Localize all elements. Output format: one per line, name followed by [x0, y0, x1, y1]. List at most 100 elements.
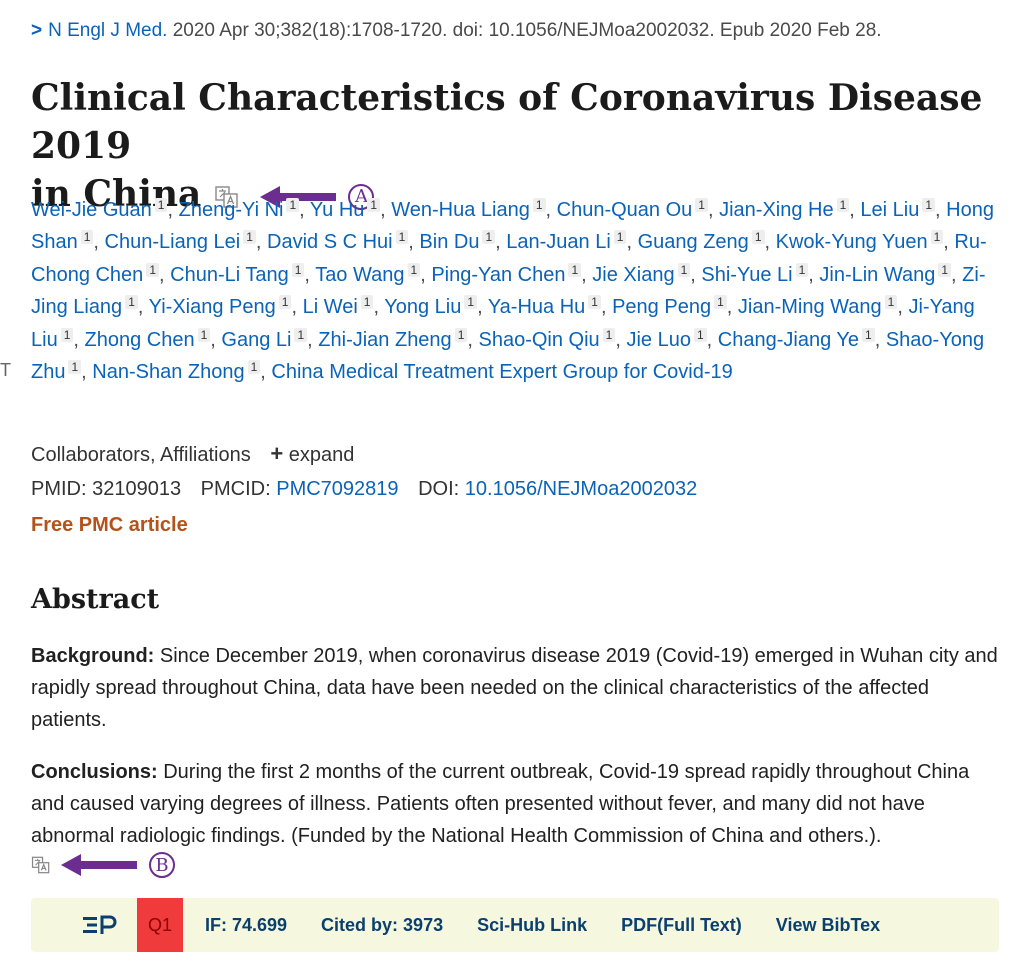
author-link[interactable]: Ji-Yang Liu	[31, 296, 975, 351]
author-link[interactable]: Shao-Yong Zhu	[31, 328, 985, 384]
author-link[interactable]: Chun-Quan Ou	[556, 199, 693, 221]
background-text: Since December 2019, when coronavirus di…	[31, 645, 998, 731]
author-link[interactable]: Jian-Xing He	[719, 199, 834, 221]
affiliation-badge[interactable]: 1	[836, 198, 850, 212]
pdf-full-text-link[interactable]: PDF(Full Text)	[621, 914, 742, 935]
author-link[interactable]: Bin Du	[419, 231, 480, 254]
affiliation-badge[interactable]: 1	[930, 230, 944, 245]
affiliation-badge[interactable]: 1	[693, 327, 707, 342]
scihub-link[interactable]: Sci-Hub Link	[477, 914, 588, 935]
affiliation-badge[interactable]: 1	[938, 262, 952, 277]
author-link[interactable]: Li Wei	[302, 296, 358, 319]
affiliation-badge[interactable]: 1	[286, 198, 300, 212]
author-link[interactable]: Zi-Jing Liang	[31, 263, 986, 319]
article-title: Clinical Characteristics of Coronavirus …	[31, 74, 1001, 218]
author-link[interactable]: Hong Shan	[31, 199, 994, 254]
affiliation-badge[interactable]: 1	[146, 262, 159, 277]
author-link[interactable]: Chun-Liang Lei	[104, 231, 241, 254]
affiliation-badge[interactable]: 1	[395, 230, 409, 245]
affiliation-badge[interactable]: 1	[360, 295, 374, 310]
citation-line: > N Engl J Med. 2020 Apr 30;382(18):1708-…	[31, 20, 882, 42]
expand-link[interactable]: expand	[288, 444, 355, 466]
affiliation-badge[interactable]: 1	[751, 230, 765, 245]
author-link[interactable]: Shao-Qin Qiu	[478, 328, 600, 351]
affiliation-badge[interactable]: 1	[294, 327, 308, 342]
easy-pubmed-logo-icon[interactable]	[83, 915, 117, 935]
affiliation-badge[interactable]: 1	[482, 230, 496, 245]
author-link[interactable]: Yong Liu	[384, 296, 462, 319]
author-link[interactable]: Zhong Chen	[84, 328, 195, 351]
affiliation-badge[interactable]: 1	[714, 295, 727, 310]
author-link[interactable]: Yu Hu	[309, 199, 365, 221]
affiliation-badge[interactable]: 1	[588, 295, 601, 310]
affiliation-badge[interactable]: 1	[80, 230, 94, 245]
pmcid-link[interactable]: PMC7092819	[276, 478, 399, 500]
author-link[interactable]: Ping-Yan Chen	[431, 263, 566, 286]
author-link[interactable]: Yi-Xiang Peng	[148, 296, 276, 319]
author-link[interactable]: Chang-Jiang Ye	[717, 328, 860, 351]
doi-link[interactable]: 10.1056/NEJMoa2002032	[464, 478, 698, 500]
journal-link[interactable]: N Engl J Med.	[48, 20, 168, 41]
affiliation-badge[interactable]: 1	[407, 262, 421, 277]
author-link[interactable]: Gang Li	[221, 328, 292, 351]
affiliation-badge[interactable]: 1	[197, 327, 211, 342]
affiliation-badge[interactable]: 1	[922, 198, 936, 212]
affiliation-badge[interactable]: 1	[568, 262, 582, 277]
author-link[interactable]: Kwok-Yung Yuen	[775, 231, 928, 254]
author-link[interactable]: Jie Xiang	[592, 263, 675, 286]
view-bibtex-link[interactable]: View BibTex	[775, 914, 881, 935]
author-link[interactable]: Ya-Hua Hu	[487, 296, 586, 319]
abstract-heading: Abstract	[31, 584, 160, 615]
author-link[interactable]: Ru-Chong Chen	[31, 231, 987, 286]
impact-factor: IF: 74.699	[205, 914, 288, 935]
affiliation-badge[interactable]: 1	[862, 327, 875, 342]
affiliation-badge[interactable]: 1	[125, 295, 138, 310]
arrow-left-icon	[61, 854, 137, 876]
affiliation-badge[interactable]: 1	[291, 262, 305, 277]
cited-by-link[interactable]: Cited by: 3973	[321, 914, 444, 935]
affiliation-badge[interactable]: 1	[464, 295, 478, 310]
translate-icon[interactable]	[31, 855, 51, 875]
affiliation-badge[interactable]: 1	[154, 198, 168, 212]
affiliation-badge[interactable]: 1	[884, 295, 898, 310]
author-link[interactable]: Jin-Lin Wang	[819, 263, 936, 286]
affiliation-badge[interactable]: 1	[278, 295, 292, 310]
author-link[interactable]: David S C Hui	[267, 231, 393, 254]
affiliation-badge[interactable]: 1	[247, 360, 261, 375]
affiliation-badge[interactable]: 1	[367, 198, 381, 212]
affiliation-badge[interactable]: 1	[677, 262, 691, 277]
author-link[interactable]: Jie Luo	[626, 328, 691, 351]
affiliation-badge[interactable]: 1	[602, 327, 616, 342]
author-link[interactable]: Jian-Ming Wang	[737, 296, 882, 319]
affiliation-badge[interactable]: 1	[60, 327, 74, 342]
author-link[interactable]: Wei-Jie Guan	[31, 199, 152, 221]
author-link[interactable]: Zhi-Jian Zheng	[318, 328, 452, 351]
affiliation-badge[interactable]: 1	[613, 230, 627, 245]
author-link[interactable]: Lei Liu	[860, 199, 920, 221]
plus-icon[interactable]: +	[270, 441, 284, 466]
author-link[interactable]: Peng Peng	[612, 296, 712, 319]
author-link[interactable]: Zheng-Yi Ni	[178, 199, 284, 221]
affiliation-badge[interactable]: 1	[795, 262, 809, 277]
affiliation-badge[interactable]: 1	[243, 230, 256, 245]
author-link[interactable]: Guang Zeng	[637, 231, 749, 254]
affiliation-badge[interactable]: 1	[68, 360, 82, 375]
author-link[interactable]: Wen-Hua Liang	[391, 199, 530, 221]
quartile-badge: Q1	[137, 898, 183, 952]
group-author-link[interactable]: China Medical Treatment Expert Group for…	[271, 361, 733, 384]
citation-details: 2020 Apr 30;382(18):1708-1720. doi: 10.1…	[172, 20, 882, 41]
translate-icon[interactable]	[214, 184, 240, 210]
author-link[interactable]: Chun-Li Tang	[170, 263, 289, 286]
title-line-1: Clinical Characteristics of Coronavirus …	[31, 77, 983, 167]
author-link[interactable]: Shi-Yue Li	[701, 263, 793, 286]
author-link[interactable]: Nan-Shan Zhong	[92, 361, 245, 384]
background-label: Background:	[31, 645, 155, 667]
author-link[interactable]: Tao Wang	[315, 263, 405, 286]
collaborators-row[interactable]: Collaborators, Affiliations + expand	[31, 441, 354, 467]
affiliation-badge[interactable]: 1	[695, 198, 708, 212]
chevron-right-icon: >	[31, 20, 43, 41]
free-pmc-article-badge[interactable]: Free PMC article	[31, 514, 188, 536]
affiliation-badge[interactable]: 1	[454, 327, 468, 342]
affiliation-badge[interactable]: 1	[532, 198, 546, 212]
author-link[interactable]: Lan-Juan Li	[506, 231, 611, 254]
